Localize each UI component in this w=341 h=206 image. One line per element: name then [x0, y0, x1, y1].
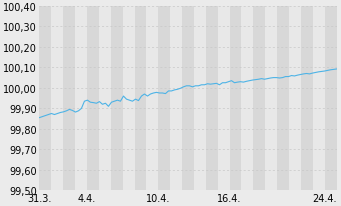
- Bar: [111, 7, 123, 191]
- Bar: [194, 7, 206, 191]
- Bar: [301, 7, 313, 191]
- Bar: [325, 7, 337, 191]
- Bar: [229, 7, 241, 191]
- Bar: [134, 7, 146, 191]
- Bar: [123, 7, 134, 191]
- Bar: [158, 7, 170, 191]
- Bar: [146, 7, 158, 191]
- Bar: [277, 7, 289, 191]
- Bar: [253, 7, 265, 191]
- Bar: [265, 7, 277, 191]
- Bar: [182, 7, 194, 191]
- Bar: [289, 7, 301, 191]
- Bar: [206, 7, 218, 191]
- Bar: [170, 7, 182, 191]
- Bar: [313, 7, 325, 191]
- Bar: [40, 7, 51, 191]
- Bar: [241, 7, 253, 191]
- Bar: [99, 7, 111, 191]
- Bar: [87, 7, 99, 191]
- Bar: [75, 7, 87, 191]
- Bar: [51, 7, 63, 191]
- Bar: [218, 7, 229, 191]
- Bar: [63, 7, 75, 191]
